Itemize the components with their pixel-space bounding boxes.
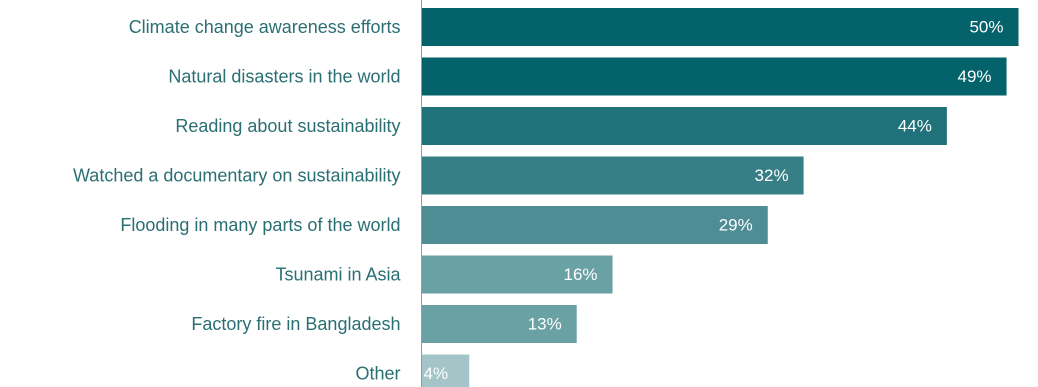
category-label-watched-a-documentary-on-sustainability: Watched a documentary on sustainability xyxy=(73,166,401,186)
bars-group xyxy=(421,8,1019,387)
bar-tsunami-in-asia xyxy=(421,255,613,294)
value-label-factory-fire-in-bangladesh: 13% xyxy=(528,315,562,334)
value-label-climate-change-awareness-efforts: 50% xyxy=(969,18,1003,37)
category-label-tsunami-in-asia: Tsunami in Asia xyxy=(275,265,401,285)
value-label-natural-disasters-in-the-world: 49% xyxy=(958,67,992,86)
category-label-factory-fire-in-bangladesh: Factory fire in Bangladesh xyxy=(191,314,400,334)
bar-natural-disasters-in-the-world xyxy=(421,57,1007,96)
bar-climate-change-awareness-efforts xyxy=(421,8,1019,46)
value-label-reading-about-sustainability: 44% xyxy=(898,117,932,136)
value-label-watched-a-documentary-on-sustainability: 32% xyxy=(755,166,789,185)
category-labels-group: Climate change awareness efforts Natural … xyxy=(73,17,402,384)
bar-other xyxy=(421,354,470,387)
value-labels-group: 50% 49% 44% 32% 29% 16% 13% 4% xyxy=(424,18,1004,384)
category-label-climate-change-awareness-efforts: Climate change awareness efforts xyxy=(129,17,401,37)
category-label-other: Other xyxy=(355,364,400,384)
bar-factory-fire-in-bangladesh xyxy=(421,305,577,343)
bar-flooding-in-many-parts-of-the-world xyxy=(421,206,768,244)
category-label-reading-about-sustainability: Reading about sustainability xyxy=(175,116,400,136)
value-label-other: 4% xyxy=(424,364,449,383)
bar-reading-about-sustainability xyxy=(421,107,947,145)
bar-watched-a-documentary-on-sustainability xyxy=(421,156,804,195)
value-label-flooding-in-many-parts-of-the-world: 29% xyxy=(719,216,753,235)
value-label-tsunami-in-asia: 16% xyxy=(564,265,598,284)
category-label-flooding-in-many-parts-of-the-world: Flooding in many parts of the world xyxy=(120,215,400,235)
category-label-natural-disasters-in-the-world: Natural disasters in the world xyxy=(168,67,400,87)
